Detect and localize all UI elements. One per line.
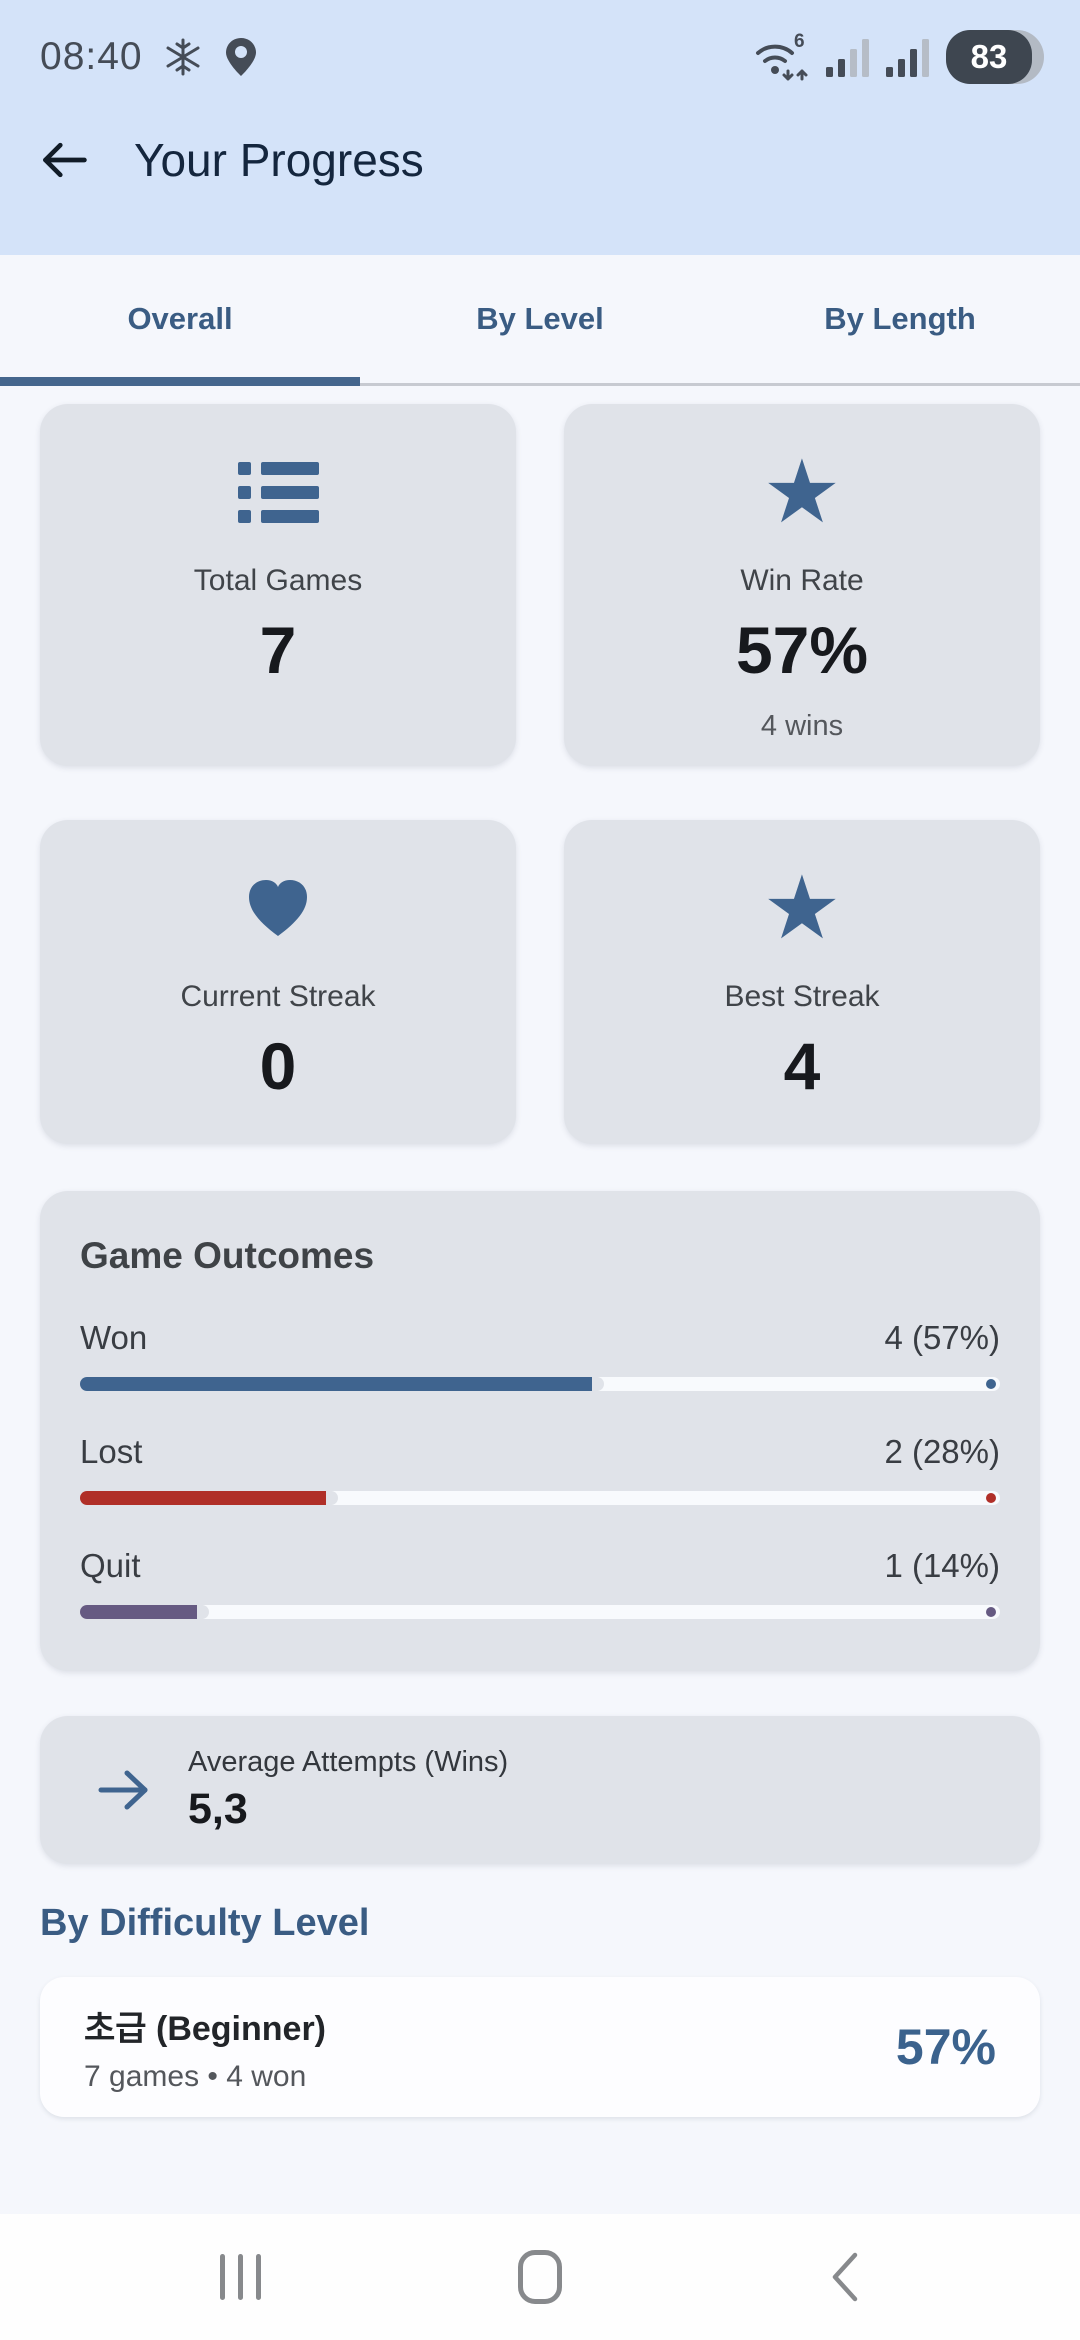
tab-by-level[interactable]: By Level — [476, 301, 604, 336]
outcome-row-won: Won 4 (57%) — [80, 1319, 1000, 1391]
stat-value: 7 — [259, 613, 297, 687]
outcome-value: 4 (57%) — [884, 1319, 1000, 1356]
active-tab-indicator — [0, 377, 360, 386]
stat-label: Best Streak — [724, 980, 880, 1013]
system-nav-bar — [0, 2214, 1080, 2340]
difficulty-name: 초급 (Beginner) — [84, 2009, 327, 2048]
app-header: Your Progress — [0, 104, 1080, 188]
outcome-label: Quit — [80, 1547, 141, 1584]
list-icon — [237, 461, 319, 523]
stat-value: 57% — [735, 613, 869, 687]
stat-label: Current Streak — [180, 980, 376, 1013]
difficulty-win-rate: 57% — [895, 2019, 996, 2075]
outcome-row-quit: Quit 1 (14%) — [80, 1547, 1000, 1619]
difficulty-detail: 7 games • 4 won — [84, 2059, 307, 2093]
snowflake-icon — [166, 38, 200, 76]
progress-bar — [80, 1605, 1000, 1619]
outcome-label: Lost — [80, 1433, 143, 1470]
location-icon — [225, 38, 256, 76]
average-label: Average Attempts (Wins) — [188, 1746, 509, 1778]
stat-card-current-streak: Current Streak 0 — [40, 820, 516, 1144]
tab-bar: Overall By Level By Length — [0, 255, 1080, 386]
app-top-bar: 08:40 6 — [0, 0, 1080, 255]
stat-card-total-games: Total Games 7 — [40, 404, 516, 766]
recents-icon[interactable] — [180, 2214, 300, 2340]
outcome-row-lost: Lost 2 (28%) — [80, 1433, 1000, 1505]
stat-card-win-rate: ★ Win Rate 57% 4 wins — [564, 404, 1040, 766]
arrow-right-icon — [98, 1770, 148, 1810]
difficulty-item-beginner[interactable]: 초급 (Beginner) 7 games • 4 won 57% — [40, 1977, 1040, 2117]
progress-bar — [80, 1491, 1000, 1505]
outcome-value: 2 (28%) — [884, 1433, 1000, 1470]
outcome-value: 1 (14%) — [884, 1547, 1000, 1584]
svg-text:6: 6 — [794, 31, 805, 52]
difficulty-heading: By Difficulty Level — [40, 1902, 370, 1944]
star-icon: ★ — [762, 856, 842, 959]
signal-icon — [826, 39, 869, 77]
back-arrow-icon[interactable] — [36, 132, 92, 188]
section-title: Game Outcomes — [80, 1235, 375, 1276]
game-outcomes-card: Game Outcomes Won 4 (57%) Lost 2 (28%) — [40, 1191, 1040, 1671]
home-icon[interactable] — [480, 2214, 600, 2340]
stat-value: 0 — [259, 1029, 297, 1103]
star-icon: ★ — [762, 440, 842, 543]
progress-bar — [80, 1377, 1000, 1391]
outcome-label: Won — [80, 1319, 148, 1356]
stat-card-best-streak: ★ Best Streak 4 — [564, 820, 1040, 1144]
stat-label: Win Rate — [740, 564, 864, 597]
stat-label: Total Games — [193, 564, 363, 597]
status-bar: 08:40 6 — [0, 0, 1080, 104]
clock: 08:40 — [40, 35, 143, 78]
battery-percent: 83 — [970, 38, 1008, 75]
signal-icon — [886, 39, 929, 77]
tab-by-length[interactable]: By Length — [824, 301, 976, 336]
scroll-content: Total Games 7 ★ Win Rate 57% 4 wins Curr… — [0, 386, 1080, 2117]
battery-icon: 83 — [946, 30, 1044, 84]
wifi-icon: 6 — [756, 31, 808, 81]
stat-sub: 4 wins — [760, 710, 844, 742]
page-title: Your Progress — [134, 134, 424, 186]
stat-value: 4 — [783, 1029, 821, 1103]
average-value: 5,3 — [188, 1785, 248, 1833]
heart-icon — [249, 880, 307, 936]
average-attempts-card: Average Attempts (Wins) 5,3 — [40, 1716, 1040, 1864]
back-icon[interactable] — [785, 2214, 905, 2340]
tab-overall[interactable]: Overall — [127, 301, 233, 336]
